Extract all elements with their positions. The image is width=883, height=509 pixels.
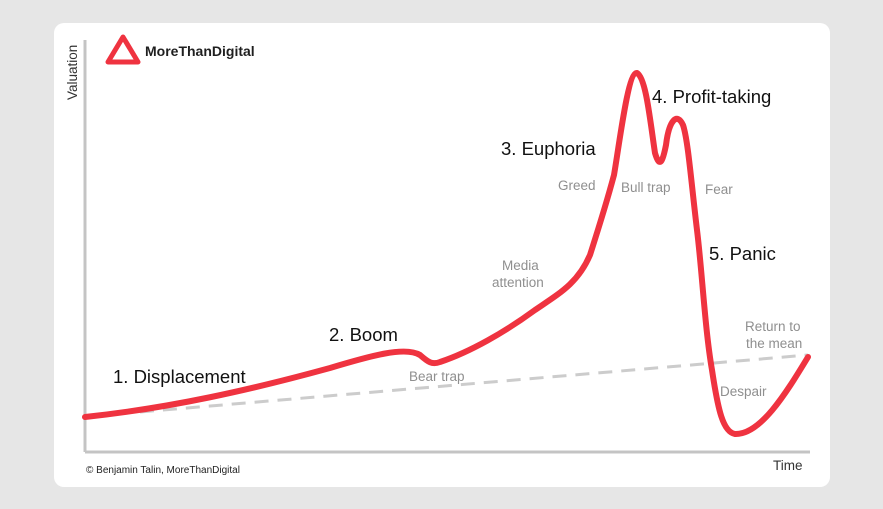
stage-displacement: 1. Displacement <box>113 366 246 387</box>
copyright-notice: © Benjamin Talin, MoreThanDigital <box>86 465 240 476</box>
valuation-curve <box>82 70 811 438</box>
note-despair: Despair <box>720 384 767 399</box>
note-media-line2: attention <box>492 275 544 290</box>
stage-euphoria: 3. Euphoria <box>501 138 596 159</box>
stage-panic: 5. Panic <box>709 243 776 264</box>
stage-boom: 2. Boom <box>329 324 398 345</box>
x-axis-label: Time <box>773 458 803 473</box>
note-fear: Fear <box>705 182 733 197</box>
note-bear-trap: Bear trap <box>409 369 465 384</box>
y-axis-label: Valuation <box>65 45 80 100</box>
morethandigital-logo-icon <box>105 34 141 65</box>
note-media-line1: Media <box>502 258 539 273</box>
stage-profit-taking: 4. Profit-taking <box>652 86 771 107</box>
note-bull-trap: Bull trap <box>621 180 671 195</box>
brand-name: MoreThanDigital <box>145 43 255 59</box>
mean-trend-line <box>139 353 809 414</box>
note-return-line1: Return to <box>745 319 801 334</box>
note-return-line2: the mean <box>746 336 802 351</box>
note-greed: Greed <box>558 178 596 193</box>
